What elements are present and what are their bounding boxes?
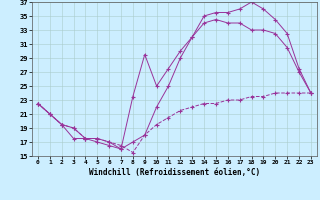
X-axis label: Windchill (Refroidissement éolien,°C): Windchill (Refroidissement éolien,°C) xyxy=(89,168,260,177)
